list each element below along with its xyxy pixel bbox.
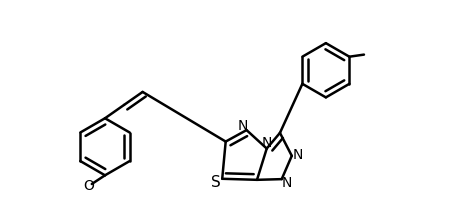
Text: N: N	[293, 149, 303, 162]
Text: N: N	[282, 176, 292, 190]
Text: N: N	[262, 136, 272, 150]
Text: N: N	[238, 118, 248, 133]
Text: S: S	[211, 175, 221, 190]
Text: O: O	[83, 179, 94, 193]
